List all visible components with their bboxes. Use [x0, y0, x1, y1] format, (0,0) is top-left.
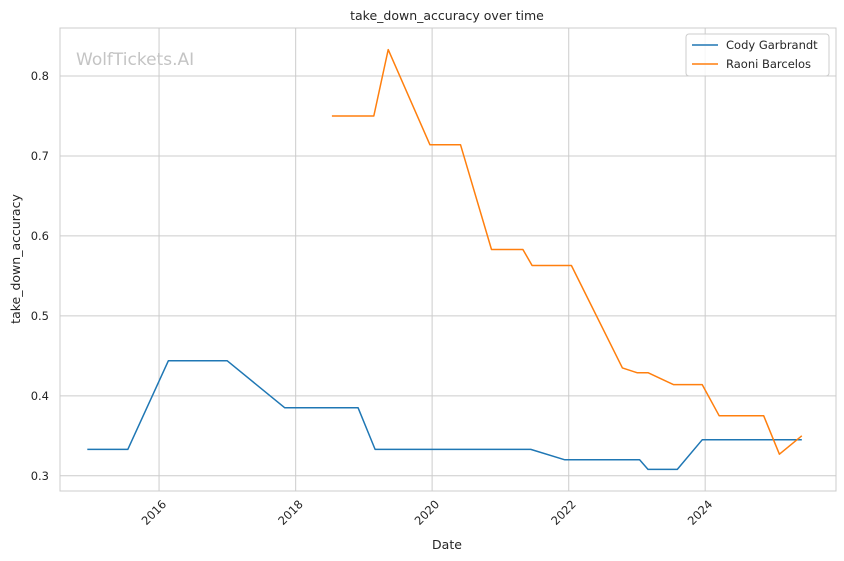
y-tick-label: 0.6: [31, 229, 49, 243]
y-tick-label: 0.3: [31, 469, 49, 483]
watermark-text: WolfTickets.AI: [76, 50, 194, 70]
y-tick-label: 0.4: [31, 389, 49, 403]
plot-frame: [59, 27, 837, 492]
series-line-cody-garbrandt: [87, 359, 802, 471]
legend-box: [685, 33, 830, 77]
plot-area: [60, 28, 836, 491]
legend-label-cody-garbrandt: Cody Garbrandt: [726, 38, 818, 52]
series-line-raoni-barcelos: [331, 48, 803, 455]
x-tick-label: 2024: [685, 497, 716, 528]
x-tick-label: 2018: [275, 497, 306, 528]
chart-title: take_down_accuracy over time: [350, 8, 544, 23]
x-tick-label: 2020: [412, 497, 443, 528]
x-tick-label: 2022: [548, 497, 579, 528]
y-tick-label: 0.5: [31, 309, 49, 323]
y-tick-labels: 0.3 0.4 0.5 0.6 0.7 0.8: [31, 69, 49, 483]
legend: Cody Garbrandt Raoni Barcelos: [685, 33, 830, 77]
gridlines: [60, 28, 836, 491]
y-axis-label: take_down_accuracy: [8, 194, 23, 324]
x-tick-label: 2016: [139, 497, 170, 528]
legend-label-raoni-barcelos: Raoni Barcelos: [726, 57, 811, 71]
y-tick-label: 0.8: [31, 69, 49, 83]
y-tick-label: 0.7: [31, 149, 49, 163]
x-axis-label: Date: [432, 537, 462, 552]
series-layer: [87, 48, 803, 471]
x-tick-labels: 2016 2018 2020 2022 2024: [139, 497, 716, 528]
